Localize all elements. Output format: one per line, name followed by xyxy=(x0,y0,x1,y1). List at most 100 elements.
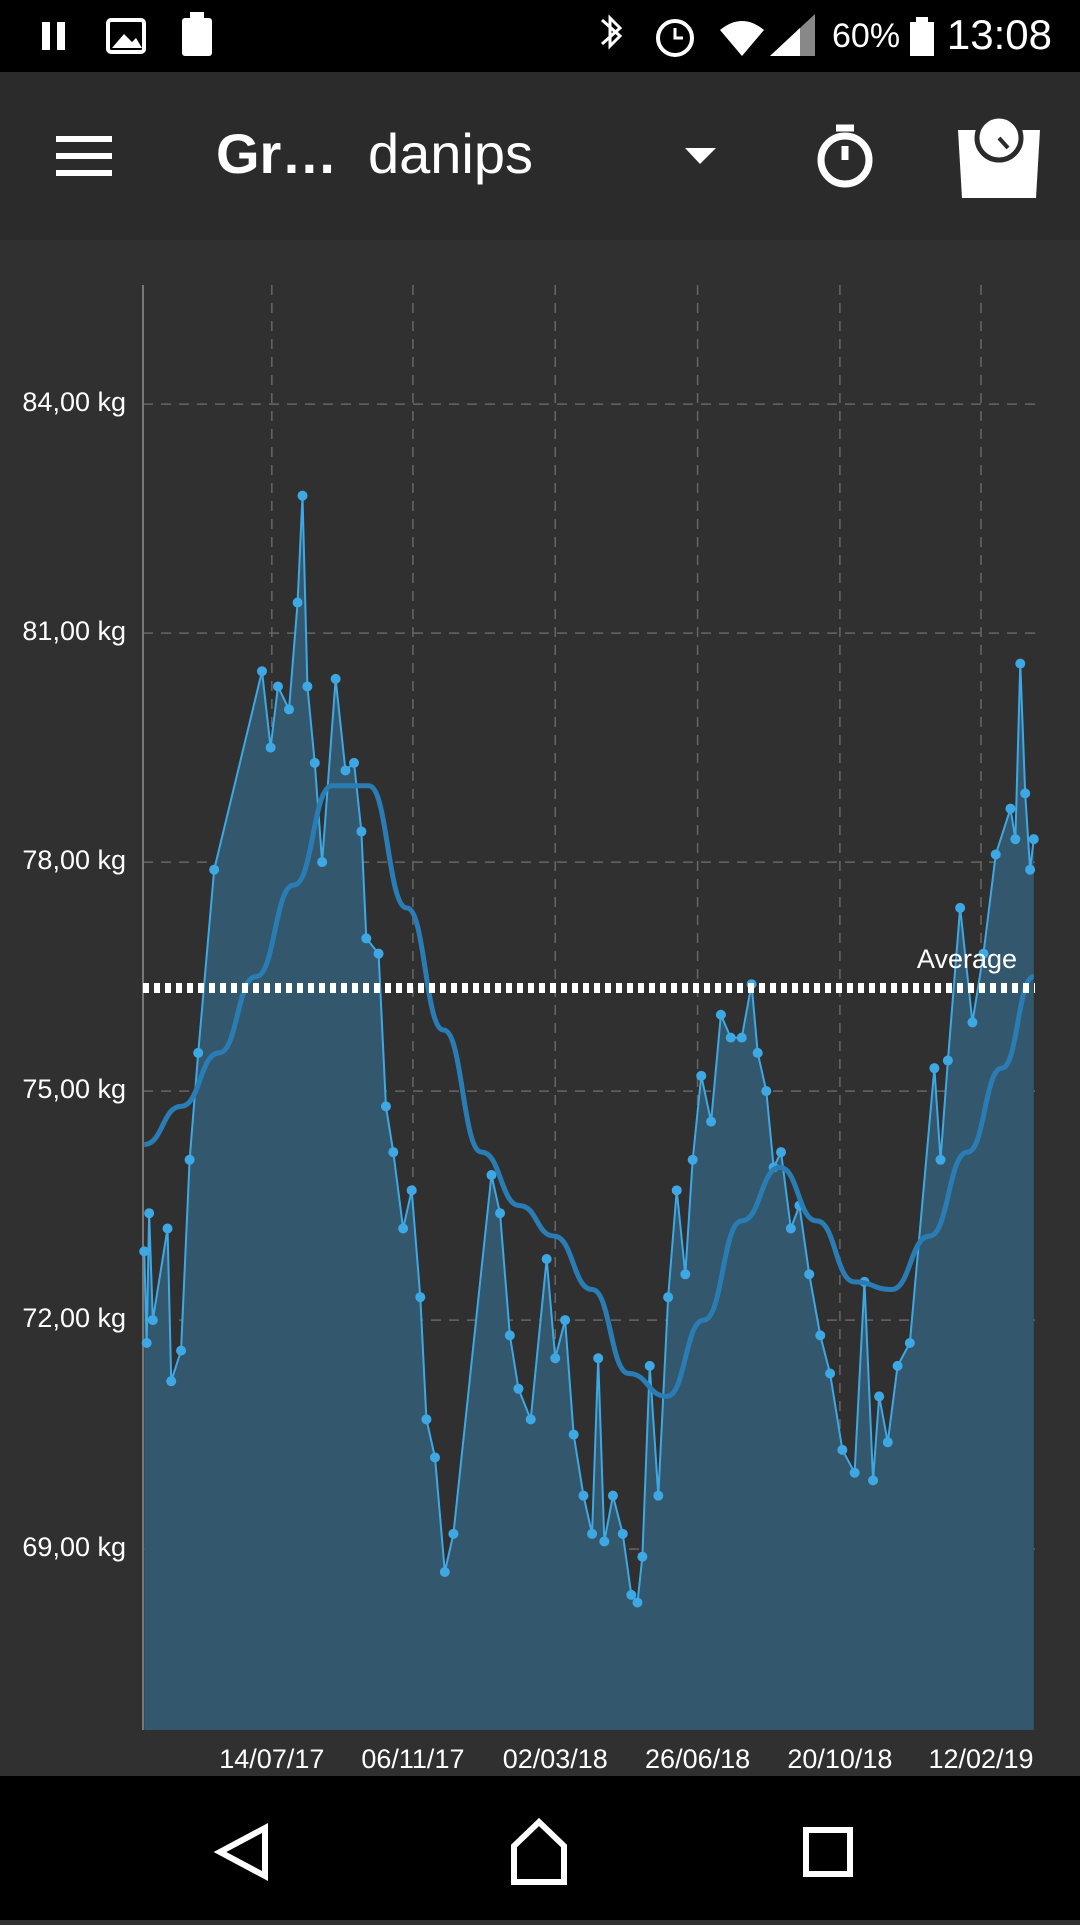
data-point xyxy=(804,1269,815,1280)
y-tick-label: 84,00 kg xyxy=(22,387,126,417)
user-selector[interactable]: danips xyxy=(368,122,533,185)
data-point xyxy=(761,1086,772,1097)
data-point xyxy=(815,1330,826,1341)
data-point xyxy=(715,1009,726,1020)
data-point xyxy=(1015,658,1026,669)
data-point xyxy=(356,826,367,837)
clock: 13:08 xyxy=(947,11,1052,58)
app-bar xyxy=(0,72,1080,240)
data-point xyxy=(929,1063,940,1074)
data-point xyxy=(193,1047,204,1058)
data-point xyxy=(406,1185,417,1196)
data-point xyxy=(942,1055,953,1066)
data-point xyxy=(578,1490,589,1501)
screen-title: Gr… xyxy=(216,122,337,185)
nav-buttons[interactable] xyxy=(213,1817,853,1885)
data-point xyxy=(421,1414,432,1425)
y-tick-label: 75,00 kg xyxy=(22,1074,126,1104)
x-tick-label: 14/07/17 xyxy=(219,1744,324,1774)
data-point xyxy=(541,1254,552,1265)
data-point xyxy=(632,1597,643,1608)
data-point xyxy=(550,1353,561,1364)
data-point xyxy=(430,1452,441,1463)
y-tick-label: 81,00 kg xyxy=(22,616,126,646)
data-point xyxy=(388,1147,399,1158)
data-point xyxy=(1028,834,1039,845)
data-point xyxy=(644,1360,655,1371)
dropdown-arrow[interactable] xyxy=(685,148,716,164)
data-point xyxy=(302,681,313,692)
data-point xyxy=(1010,834,1021,845)
data-point xyxy=(568,1429,579,1440)
data-point xyxy=(935,1154,946,1165)
data-point xyxy=(752,1047,763,1058)
data-point xyxy=(560,1315,571,1326)
average-label: Average xyxy=(917,944,1017,974)
data-point xyxy=(144,1208,155,1219)
data-point xyxy=(653,1490,664,1501)
data-point xyxy=(599,1536,610,1547)
x-tick-label: 12/02/19 xyxy=(928,1744,1033,1774)
battery-percent: 60% xyxy=(832,17,900,55)
data-point xyxy=(139,1246,150,1257)
data-point xyxy=(504,1330,515,1341)
data-point xyxy=(257,666,268,677)
data-point xyxy=(663,1292,674,1303)
data-point xyxy=(978,948,989,959)
data-point xyxy=(525,1414,536,1425)
data-point xyxy=(330,673,341,684)
x-tick-label: 26/06/18 xyxy=(645,1744,750,1774)
y-tick-label: 72,00 kg xyxy=(22,1303,126,1333)
data-point xyxy=(904,1337,915,1348)
data-point xyxy=(209,864,220,875)
status-bar xyxy=(0,0,1080,72)
data-point xyxy=(297,490,308,501)
data-point xyxy=(593,1353,604,1364)
data-point xyxy=(955,902,966,913)
chart: 69,00 kg 72,00 kg 75,00 kg 78,00 kg 81,00 kg… xyxy=(22,285,1039,1774)
data-point xyxy=(725,1032,736,1043)
data-point xyxy=(967,1017,978,1028)
data-point xyxy=(696,1070,707,1081)
trend-line xyxy=(143,783,1035,1399)
data-point xyxy=(373,948,384,959)
data-point xyxy=(587,1528,598,1539)
data-point xyxy=(265,742,276,753)
data-point xyxy=(184,1154,195,1165)
data-point xyxy=(607,1490,618,1501)
data-point xyxy=(736,1032,747,1043)
data-point xyxy=(147,1315,158,1326)
data-point xyxy=(340,765,351,776)
weight-line xyxy=(143,495,1035,1606)
data-point xyxy=(874,1391,885,1402)
data-point xyxy=(398,1223,409,1234)
x-tick-label: 20/10/18 xyxy=(787,1744,892,1774)
x-tick-label: 02/03/18 xyxy=(503,1744,608,1774)
data-point xyxy=(825,1368,836,1379)
data-point xyxy=(706,1116,717,1127)
measure-button[interactable] xyxy=(958,113,1040,198)
status-icons xyxy=(42,12,934,57)
menu-button[interactable] xyxy=(56,136,112,176)
data-point xyxy=(617,1528,628,1539)
data-point xyxy=(837,1444,848,1455)
nav-bar xyxy=(0,1776,1080,1920)
data-point xyxy=(166,1376,177,1387)
y-tick-label: 69,00 kg xyxy=(22,1532,126,1562)
data-point xyxy=(671,1185,682,1196)
data-point xyxy=(687,1154,698,1165)
data-point xyxy=(439,1566,450,1577)
data-point xyxy=(309,757,320,768)
x-tick-label: 06/11/17 xyxy=(361,1744,464,1774)
data-point xyxy=(415,1292,426,1303)
data-point xyxy=(486,1170,497,1181)
data-point xyxy=(1025,864,1036,875)
data-point xyxy=(637,1551,648,1562)
data-point xyxy=(448,1528,459,1539)
data-point xyxy=(990,849,1001,860)
data-point xyxy=(680,1269,691,1280)
timer-button[interactable] xyxy=(817,124,873,188)
data-point xyxy=(868,1475,879,1486)
y-tick-label: 78,00 kg xyxy=(22,845,126,875)
data-point xyxy=(292,597,303,608)
